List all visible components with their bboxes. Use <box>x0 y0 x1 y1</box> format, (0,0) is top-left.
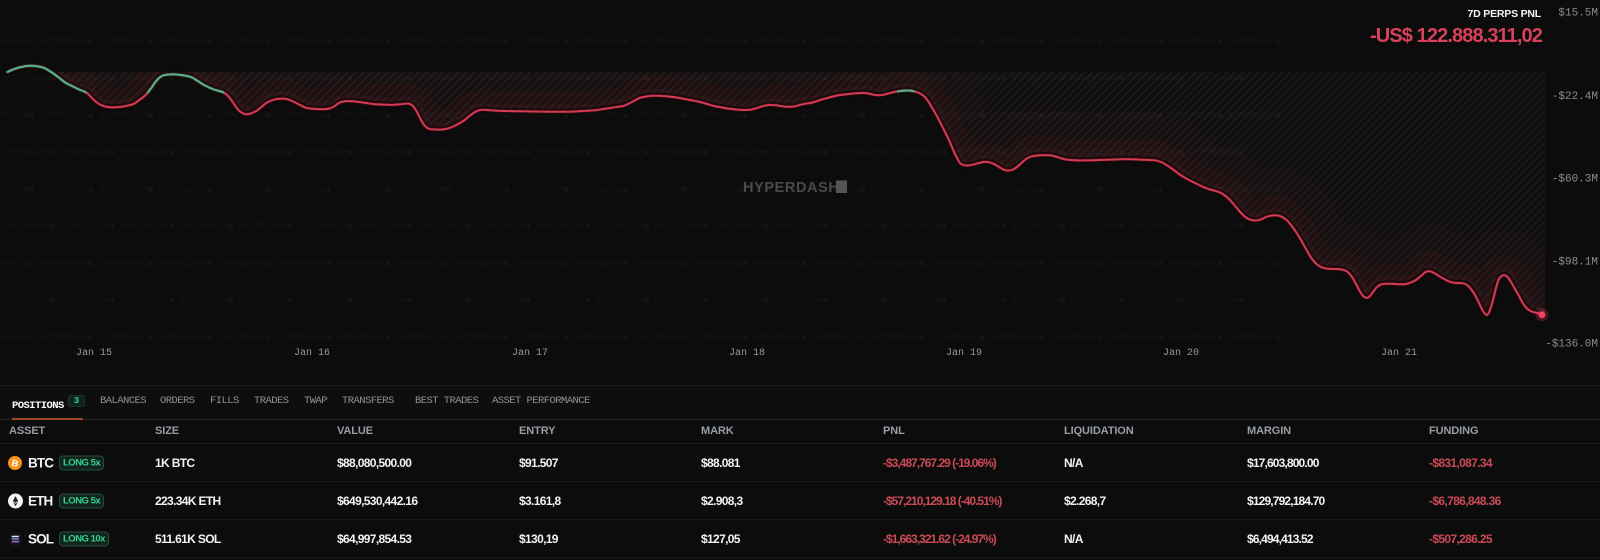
svg-text:HYPERDASH■ HYPERDASH■ HYPERD: HYPERDASH■ HYPERDASH■ HYPERDASH■ HYPERDA… <box>0 185 1282 195</box>
svg-text:Jan 18: Jan 18 <box>729 348 765 359</box>
svg-text:HYPERDASH: HYPERDASH <box>743 180 839 196</box>
svg-text:Jan 15: Jan 15 <box>76 348 112 359</box>
svg-text:HYPERDASH■ HYPERDASH■ HYPERD: HYPERDASH■ HYPERDASH■ HYPERDASH■ HYPERDA… <box>0 259 1282 269</box>
svg-text:HYPERDASH■ HYPERDASH■ HYPERD: HYPERDASH■ HYPERDASH■ HYPERDASH■ HYPERDA… <box>0 37 1282 47</box>
svg-text:HYPERDASH■ HYPERDASH■ HYPERD: HYPERDASH■ HYPERDASH■ HYPERDASH■ HYPERDA… <box>0 222 1244 232</box>
svg-text:HYPERDASH■ HYPERDASH■ HYPERD: HYPERDASH■ HYPERDASH■ HYPERDASH■ HYPERDA… <box>0 333 1282 343</box>
svg-text:Jan 19: Jan 19 <box>946 348 982 359</box>
svg-text:-$98.1M: -$98.1M <box>1552 256 1598 268</box>
svg-text:-$60.3M: -$60.3M <box>1552 173 1598 185</box>
svg-text:$15.5M: $15.5M <box>1558 7 1598 19</box>
svg-text:-$136.0M: -$136.0M <box>1545 338 1598 350</box>
svg-text:Jan 20: Jan 20 <box>1163 348 1199 359</box>
svg-text:HYPERDASH■ HYPERDASH■ HYPERD: HYPERDASH■ HYPERDASH■ HYPERDASH■ HYPERDA… <box>0 296 1244 306</box>
svg-text:Jan 16: Jan 16 <box>294 348 330 359</box>
svg-text:-$22.4M: -$22.4M <box>1552 91 1598 103</box>
svg-text:Jan 21: Jan 21 <box>1381 348 1417 359</box>
svg-text:B: B <box>11 458 20 469</box>
svg-text:Jan 17: Jan 17 <box>512 348 548 359</box>
